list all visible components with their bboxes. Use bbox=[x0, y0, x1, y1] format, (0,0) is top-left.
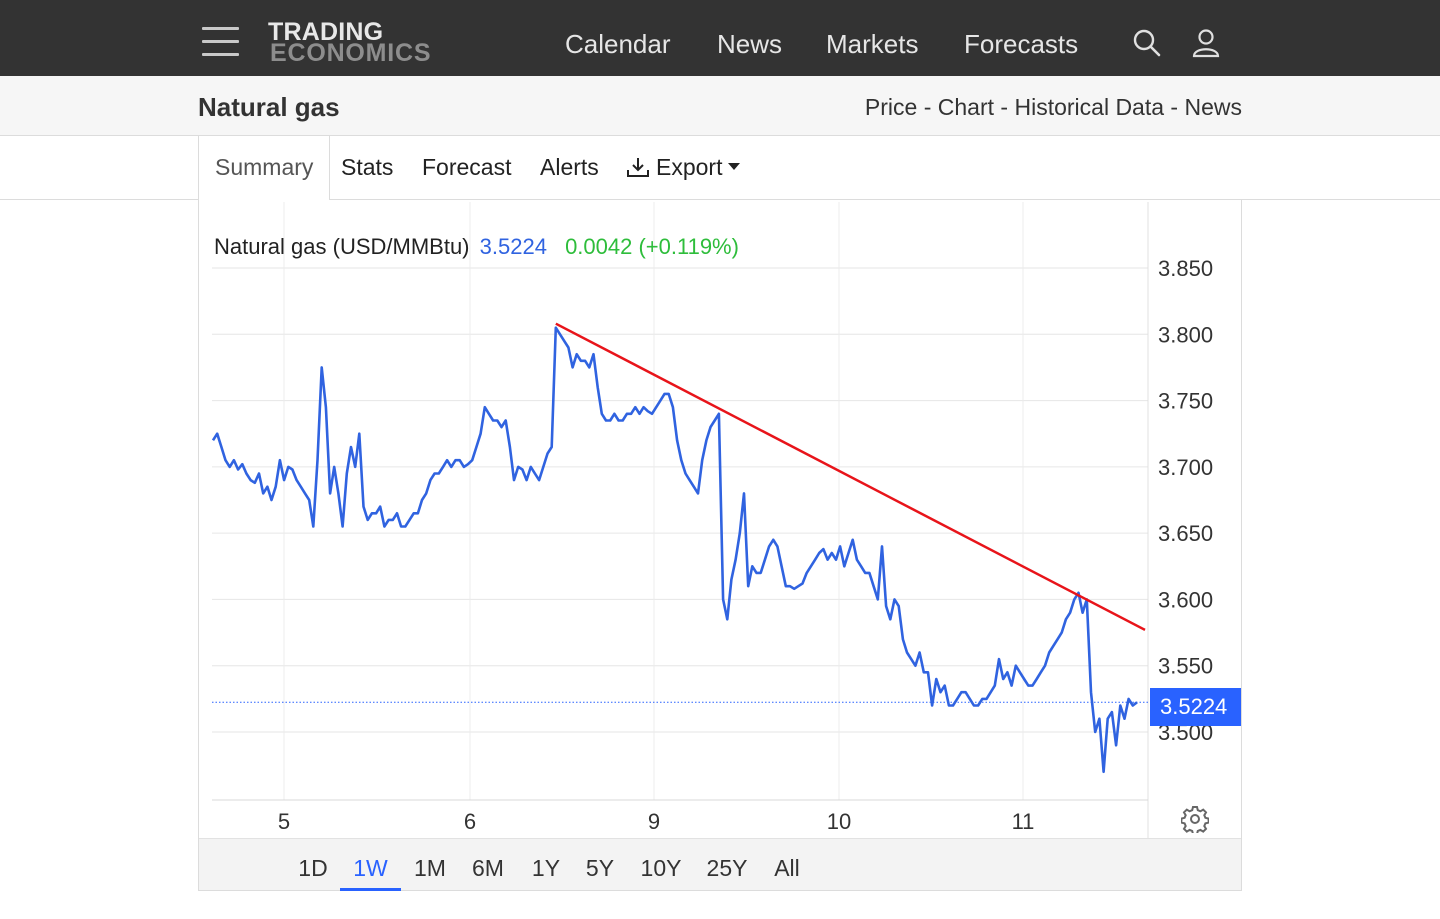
range-6m[interactable]: 6M bbox=[472, 855, 504, 881]
section-links: Price - Chart - Historical Data - News bbox=[865, 94, 1242, 120]
range-10y[interactable]: 10Y bbox=[640, 855, 682, 881]
chart-panel bbox=[198, 200, 1242, 891]
settings-gear-icon[interactable] bbox=[1181, 805, 1209, 833]
y-tick-label: 3.800 bbox=[1158, 322, 1213, 347]
search-icon[interactable] bbox=[1132, 28, 1162, 58]
x-tick-label: 6 bbox=[464, 809, 476, 834]
series-line-natural-gas bbox=[211, 326, 1138, 774]
nav-link-news[interactable]: News bbox=[717, 29, 783, 59]
y-tick-label: 3.850 bbox=[1158, 256, 1213, 281]
section-link-news[interactable]: News bbox=[1184, 94, 1242, 120]
separator: - bbox=[1164, 94, 1185, 120]
chart-header: Natural gas (USD/MMBtu) 3.5224 0.0042 (+… bbox=[214, 233, 739, 261]
page-title: Natural gas bbox=[198, 92, 340, 122]
y-tick-label: 3.550 bbox=[1158, 654, 1213, 679]
nav-link-forecasts[interactable]: Forecasts bbox=[964, 29, 1079, 59]
x-tick-label: 5 bbox=[278, 809, 290, 834]
logo-text-top: TRADING bbox=[268, 18, 384, 46]
instrument-name: Natural gas (USD/MMBtu) bbox=[214, 234, 470, 259]
tab-stats[interactable]: Stats bbox=[341, 154, 394, 180]
range-5y[interactable]: 5Y bbox=[585, 855, 615, 881]
user-icon[interactable] bbox=[1191, 28, 1221, 58]
range-25y[interactable]: 25Y bbox=[706, 855, 748, 881]
range-1m[interactable]: 1M bbox=[414, 855, 446, 881]
y-tick-label: 3.600 bbox=[1158, 587, 1213, 612]
menu-icon[interactable] bbox=[202, 27, 239, 57]
tab-alerts[interactable]: Alerts bbox=[540, 154, 599, 180]
section-link-chart[interactable]: Chart bbox=[937, 94, 995, 120]
logo-text-bottom: ECONOMICS bbox=[270, 39, 432, 67]
range-all[interactable]: All bbox=[774, 855, 800, 881]
section-link-historical-data[interactable]: Historical Data bbox=[1014, 94, 1165, 120]
last-price-tag: 3.5224 bbox=[1150, 688, 1241, 726]
range-1w[interactable]: 1W bbox=[340, 839, 401, 891]
sub-header: Natural gas Price - Chart - Historical D… bbox=[0, 76, 1440, 136]
x-tick-label: 10 bbox=[827, 809, 851, 834]
x-tick-label: 9 bbox=[648, 809, 660, 834]
caret-down-icon bbox=[728, 163, 740, 170]
nav-link-markets[interactable]: Markets bbox=[826, 29, 919, 59]
separator: - bbox=[917, 94, 938, 120]
price-change: 0.0042 (+0.119%) bbox=[565, 234, 739, 259]
range-1y[interactable]: 1Y bbox=[531, 855, 561, 881]
x-tick-label: 11 bbox=[1012, 809, 1035, 834]
top-nav: TRADING ECONOMICS Calendar News Markets … bbox=[0, 0, 1440, 76]
tab-bar: Summary Stats Forecast Alerts Export bbox=[0, 136, 1440, 201]
tab-summary[interactable]: Summary bbox=[198, 136, 331, 201]
y-tick-label: 3.700 bbox=[1158, 455, 1213, 480]
section-link-price[interactable]: Price bbox=[864, 94, 918, 120]
trendline bbox=[555, 322, 1146, 632]
download-icon bbox=[627, 158, 649, 177]
nav-link-calendar[interactable]: Calendar bbox=[565, 29, 671, 59]
separator: - bbox=[994, 94, 1015, 120]
export-label: Export bbox=[656, 154, 723, 180]
current-price: 3.5224 bbox=[479, 234, 547, 259]
range-selector: 1D 1W 1M 6M 1Y 5Y 10Y 25Y All bbox=[199, 838, 1241, 891]
tab-forecast[interactable]: Forecast bbox=[422, 154, 512, 180]
y-tick-label: 3.750 bbox=[1158, 389, 1213, 414]
range-1d[interactable]: 1D bbox=[298, 855, 328, 881]
site-logo[interactable]: TRADING ECONOMICS bbox=[268, 19, 448, 67]
y-tick-label: 3.650 bbox=[1158, 521, 1213, 546]
